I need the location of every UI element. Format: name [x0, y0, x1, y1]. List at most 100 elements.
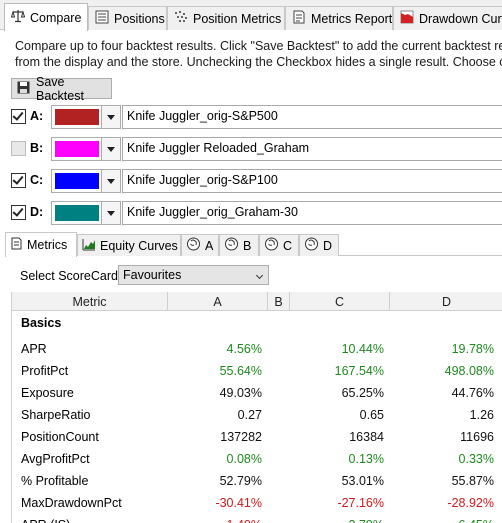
scorecard-select[interactable]: Favourites	[118, 265, 269, 285]
result-row-d: D: Knife Juggler_orig_Graham-30	[11, 201, 502, 225]
value-cell-c: 0.65	[359, 408, 384, 422]
metric-name-cell: MaxDrawdownPct	[21, 496, 122, 510]
value-cell-d: 0.33%	[458, 452, 494, 466]
result-c-color-dropdown[interactable]	[101, 170, 120, 192]
metric-name-cell: Exposure	[21, 386, 74, 400]
result-row-c: C: Knife Juggler_orig-S&P100	[11, 169, 502, 193]
table-row[interactable]: % Profitable 52.79% 53.01% 55.87%	[12, 470, 502, 492]
scorecard-label: Select ScoreCard:	[20, 269, 122, 283]
tab-metrics-report-label: Metrics Report	[311, 11, 393, 26]
value-cell-d: 19.78%	[451, 342, 494, 356]
tab-equity-curves-label: Equity Curves	[100, 238, 178, 253]
top-tab-strip: Compare Positions Position Metrics Metri…	[0, 0, 502, 31]
chevron-down-icon	[107, 179, 115, 184]
col-header-b[interactable]: B	[268, 292, 290, 311]
table-row[interactable]: APR 4.56% 10.44% 19.78%	[12, 338, 502, 360]
description-line-1: Compare up to four backtest results. Cli…	[15, 39, 502, 53]
tab-compare-label: Compare	[30, 10, 82, 25]
result-d-letter: D:	[30, 205, 44, 219]
tab-result-c[interactable]: C	[259, 234, 299, 256]
result-c-checkbox[interactable]	[11, 173, 26, 188]
chevron-down-icon	[255, 271, 264, 280]
report-icon	[292, 10, 306, 27]
tab-result-b[interactable]: B	[219, 234, 259, 256]
metric-name-cell: APR	[21, 342, 47, 356]
value-cell-a: -1.40%	[168, 518, 262, 523]
table-row[interactable]: AvgProfitPct 0.08% 0.13% 0.33%	[12, 448, 502, 470]
value-cell-a: 55.64%	[219, 364, 262, 378]
col-header-d[interactable]: D	[441, 295, 452, 309]
col-header-a[interactable]: A	[168, 292, 268, 311]
metric-name-cell: ProfitPct	[21, 364, 69, 378]
compare-panel: Compare up to four backtest results. Cli…	[0, 30, 502, 523]
tab-position-metrics-label: Position Metrics	[193, 11, 282, 26]
table-row[interactable]: Exposure 49.03% 65.25% 44.76%	[12, 382, 502, 404]
scorecard-selected-value: Favourites	[123, 268, 182, 282]
table-row[interactable]: SharpeRatio 0.27 0.65 1.26	[12, 404, 502, 426]
scatter-icon	[174, 10, 188, 27]
tab-result-b-label: B	[243, 238, 252, 253]
tab-metrics-label: Metrics	[27, 238, 68, 252]
value-cell-a: 4.56%	[226, 342, 262, 356]
result-a-name-field[interactable]: Knife Juggler_orig-S&P500	[122, 105, 502, 129]
metric-name-cell: % Profitable	[21, 474, 89, 488]
inner-tab-strip: Metrics Equity Curves A B C	[5, 232, 502, 257]
value-cell-c: 10.44%	[341, 342, 384, 356]
brain-icon	[264, 237, 279, 254]
tab-position-metrics[interactable]: Position Metrics	[167, 6, 285, 30]
tab-metrics-report[interactable]: Metrics Report	[285, 6, 393, 30]
description-text: Compare up to four backtest results. Cli…	[15, 38, 502, 70]
value-cell-d: 6.45%	[390, 518, 494, 523]
col-header-metric[interactable]: Metric	[12, 292, 168, 311]
value-cell-c: 167.54%	[334, 364, 384, 378]
result-b-color-picker[interactable]	[51, 137, 121, 161]
tab-equity-curves[interactable]: Equity Curves	[77, 234, 181, 256]
table-row[interactable]: ProfitPct 55.64% 167.54% 498.08%	[12, 360, 502, 382]
result-a-letter: A:	[30, 109, 44, 123]
value-cell-d: 11696	[460, 430, 494, 444]
chevron-down-icon	[107, 115, 115, 120]
save-backtest-label: Save Backtest	[36, 74, 84, 103]
col-header-c[interactable]: C	[290, 292, 390, 311]
tab-drawdown-curves[interactable]: Drawdown Curv	[393, 6, 502, 30]
value-cell-a: 49.03%	[219, 386, 262, 400]
table-row[interactable]: APR (IS) -1.40% 2.79% 6.45%	[12, 514, 502, 523]
result-d-name-field[interactable]: Knife Juggler_orig_Graham-30	[122, 201, 502, 225]
result-b-name-field[interactable]: Knife Juggler Reloaded_Graham	[122, 137, 502, 161]
tab-positions[interactable]: Positions	[88, 6, 167, 30]
result-b-checkbox[interactable]	[11, 141, 26, 156]
result-b-letter: B:	[30, 141, 44, 155]
table-row[interactable]: MaxDrawdownPct -30.41% -27.16% -28.92%	[12, 492, 502, 514]
drawdown-icon	[400, 10, 414, 27]
result-b-color-dropdown[interactable]	[101, 138, 120, 160]
save-backtest-button[interactable]: Save Backtest	[11, 75, 112, 103]
result-c-name-field[interactable]: Knife Juggler_orig-S&P100	[122, 169, 502, 193]
tab-result-d[interactable]: D	[299, 234, 339, 256]
value-cell-a: -30.41%	[215, 496, 262, 510]
result-a-color-picker[interactable]	[51, 105, 121, 129]
result-d-color-dropdown[interactable]	[101, 202, 120, 224]
result-a-color-dropdown[interactable]	[101, 106, 120, 128]
metrics-icon	[10, 237, 23, 253]
value-cell-a: 0.27	[237, 408, 262, 422]
tab-result-d-label: D	[323, 238, 333, 253]
metric-name-cell: PositionCount	[21, 430, 99, 444]
result-d-checkbox[interactable]	[11, 205, 26, 220]
result-a-checkbox[interactable]	[11, 109, 26, 124]
value-cell-d: 1.26	[469, 408, 494, 422]
tab-result-a[interactable]: A	[181, 234, 219, 256]
value-cell-a: 137282	[220, 430, 262, 444]
result-c-letter: C:	[30, 173, 44, 187]
value-cell-d: 44.76%	[451, 386, 494, 400]
chevron-down-icon	[107, 147, 115, 152]
result-a-color-swatch	[55, 109, 99, 125]
value-cell-c: -27.16%	[337, 496, 384, 510]
table-row[interactable]: PositionCount 137282 16384 11696	[12, 426, 502, 448]
tab-result-c-label: C	[283, 238, 293, 253]
tab-result-a-label: A	[205, 238, 214, 253]
tab-compare[interactable]: Compare	[4, 3, 88, 31]
result-c-color-picker[interactable]	[51, 169, 121, 193]
brain-icon	[186, 237, 201, 254]
result-d-color-picker[interactable]	[51, 201, 121, 225]
tab-metrics[interactable]: Metrics	[5, 232, 77, 257]
